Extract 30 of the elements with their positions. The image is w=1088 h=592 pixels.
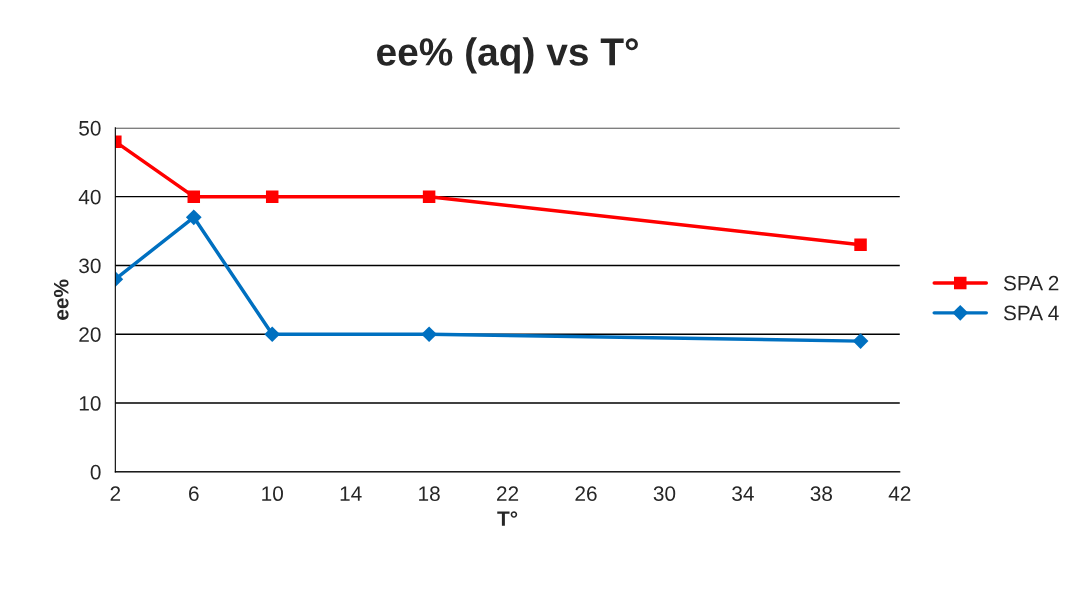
legend-label: SPA 4 <box>1003 305 1059 321</box>
x-tick-label: 18 <box>419 486 440 502</box>
point <box>852 333 869 349</box>
x-axis-title: T° <box>497 511 518 526</box>
y-tick-label: 40 <box>78 189 101 205</box>
legend-label: SPA 2 <box>1003 275 1059 291</box>
point <box>265 190 279 203</box>
point <box>187 190 201 203</box>
y-axis-title: ee% <box>53 279 69 320</box>
x-tick-label: 10 <box>262 486 283 502</box>
chart-title: ee% (aq) vs T° <box>377 37 638 74</box>
point <box>854 238 867 252</box>
x-tick-label: 14 <box>340 486 362 501</box>
x-tick-label: 6 <box>189 486 199 502</box>
point <box>422 190 436 203</box>
x-tick-label: 34 <box>732 486 754 502</box>
point <box>264 326 281 343</box>
x-tick-label: 42 <box>888 486 911 501</box>
x-tick-label: 22 <box>497 486 519 501</box>
y-tick-label: 30 <box>79 258 101 274</box>
y-tick-label: 20 <box>79 327 101 342</box>
point <box>421 326 437 343</box>
point <box>185 209 202 226</box>
x-tick-label: 30 <box>653 486 676 502</box>
x-tick-label: 38 <box>810 486 833 502</box>
y-tick-label: 10 <box>79 396 101 411</box>
x-tick-label: 26 <box>575 486 597 502</box>
y-tick-label: 50 <box>79 120 101 136</box>
x-tick-label: 2 <box>110 486 121 501</box>
y-tick-label: 0 <box>90 464 101 480</box>
